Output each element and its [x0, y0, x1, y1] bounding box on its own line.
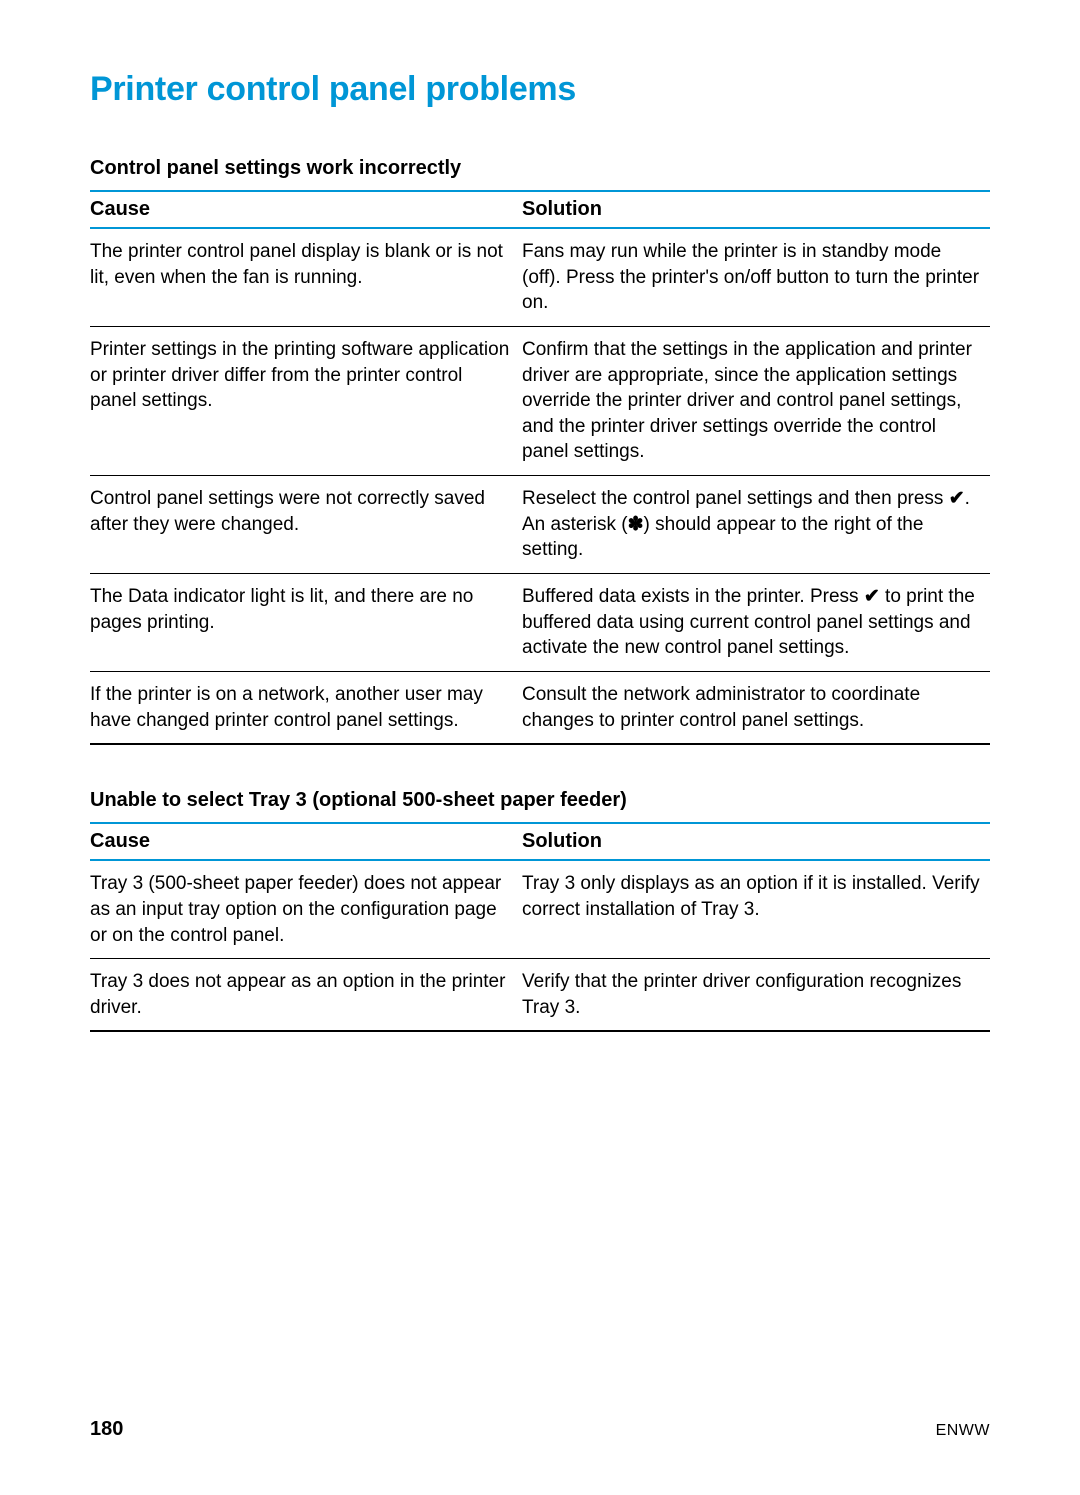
page-title: Printer control panel problems: [90, 70, 990, 109]
cause-cell: The printer control panel display is bla…: [90, 228, 522, 326]
cause-cell: Tray 3 does not appear as an option in t…: [90, 959, 522, 1032]
table-row: Tray 3 (500-sheet paper feeder) does not…: [90, 860, 990, 958]
page-number: 180: [90, 1418, 123, 1441]
solution-cell: Reselect the control panel settings and …: [522, 476, 990, 574]
table-row: The printer control panel display is bla…: [90, 228, 990, 326]
cause-cell: The Data indicator light is lit, and the…: [90, 574, 522, 672]
asterisk-icon: ✽: [628, 514, 644, 535]
page-content: Printer control panel problems Control p…: [0, 0, 1080, 1032]
cause-cell: If the printer is on a network, another …: [90, 671, 522, 744]
table2-header-solution: Solution: [522, 823, 990, 860]
table1-header-solution: Solution: [522, 191, 990, 228]
table2-header-cause: Cause: [90, 823, 522, 860]
table-control-panel-settings: Cause Solution The printer control panel…: [90, 190, 990, 745]
check-icon: ✔: [949, 488, 965, 509]
solution-cell: Tray 3 only displays as an option if it …: [522, 860, 990, 958]
table-row: If the printer is on a network, another …: [90, 671, 990, 744]
table1-header-cause: Cause: [90, 191, 522, 228]
solution-cell: Consult the network administrator to coo…: [522, 671, 990, 744]
table-row: Tray 3 does not appear as an option in t…: [90, 959, 990, 1032]
page-footer: 180 ENWW: [90, 1418, 990, 1441]
footer-right-label: ENWW: [936, 1422, 990, 1440]
solution-cell: Confirm that the settings in the applica…: [522, 326, 990, 475]
cause-cell: Control panel settings were not correctl…: [90, 476, 522, 574]
cause-cell: Tray 3 (500-sheet paper feeder) does not…: [90, 860, 522, 958]
table-row: The Data indicator light is lit, and the…: [90, 574, 990, 672]
check-icon: ✔: [864, 586, 880, 607]
table-row: Control panel settings were not correctl…: [90, 476, 990, 574]
table1-caption: Control panel settings work incorrectly: [90, 157, 990, 180]
cause-cell: Printer settings in the printing softwar…: [90, 326, 522, 475]
solution-cell: Buffered data exists in the printer. Pre…: [522, 574, 990, 672]
table-tray3: Cause Solution Tray 3 (500-sheet paper f…: [90, 822, 990, 1032]
table-row: Printer settings in the printing softwar…: [90, 326, 990, 475]
solution-cell: Fans may run while the printer is in sta…: [522, 228, 990, 326]
solution-cell: Verify that the printer driver configura…: [522, 959, 990, 1032]
table2-caption: Unable to select Tray 3 (optional 500-sh…: [90, 789, 990, 812]
